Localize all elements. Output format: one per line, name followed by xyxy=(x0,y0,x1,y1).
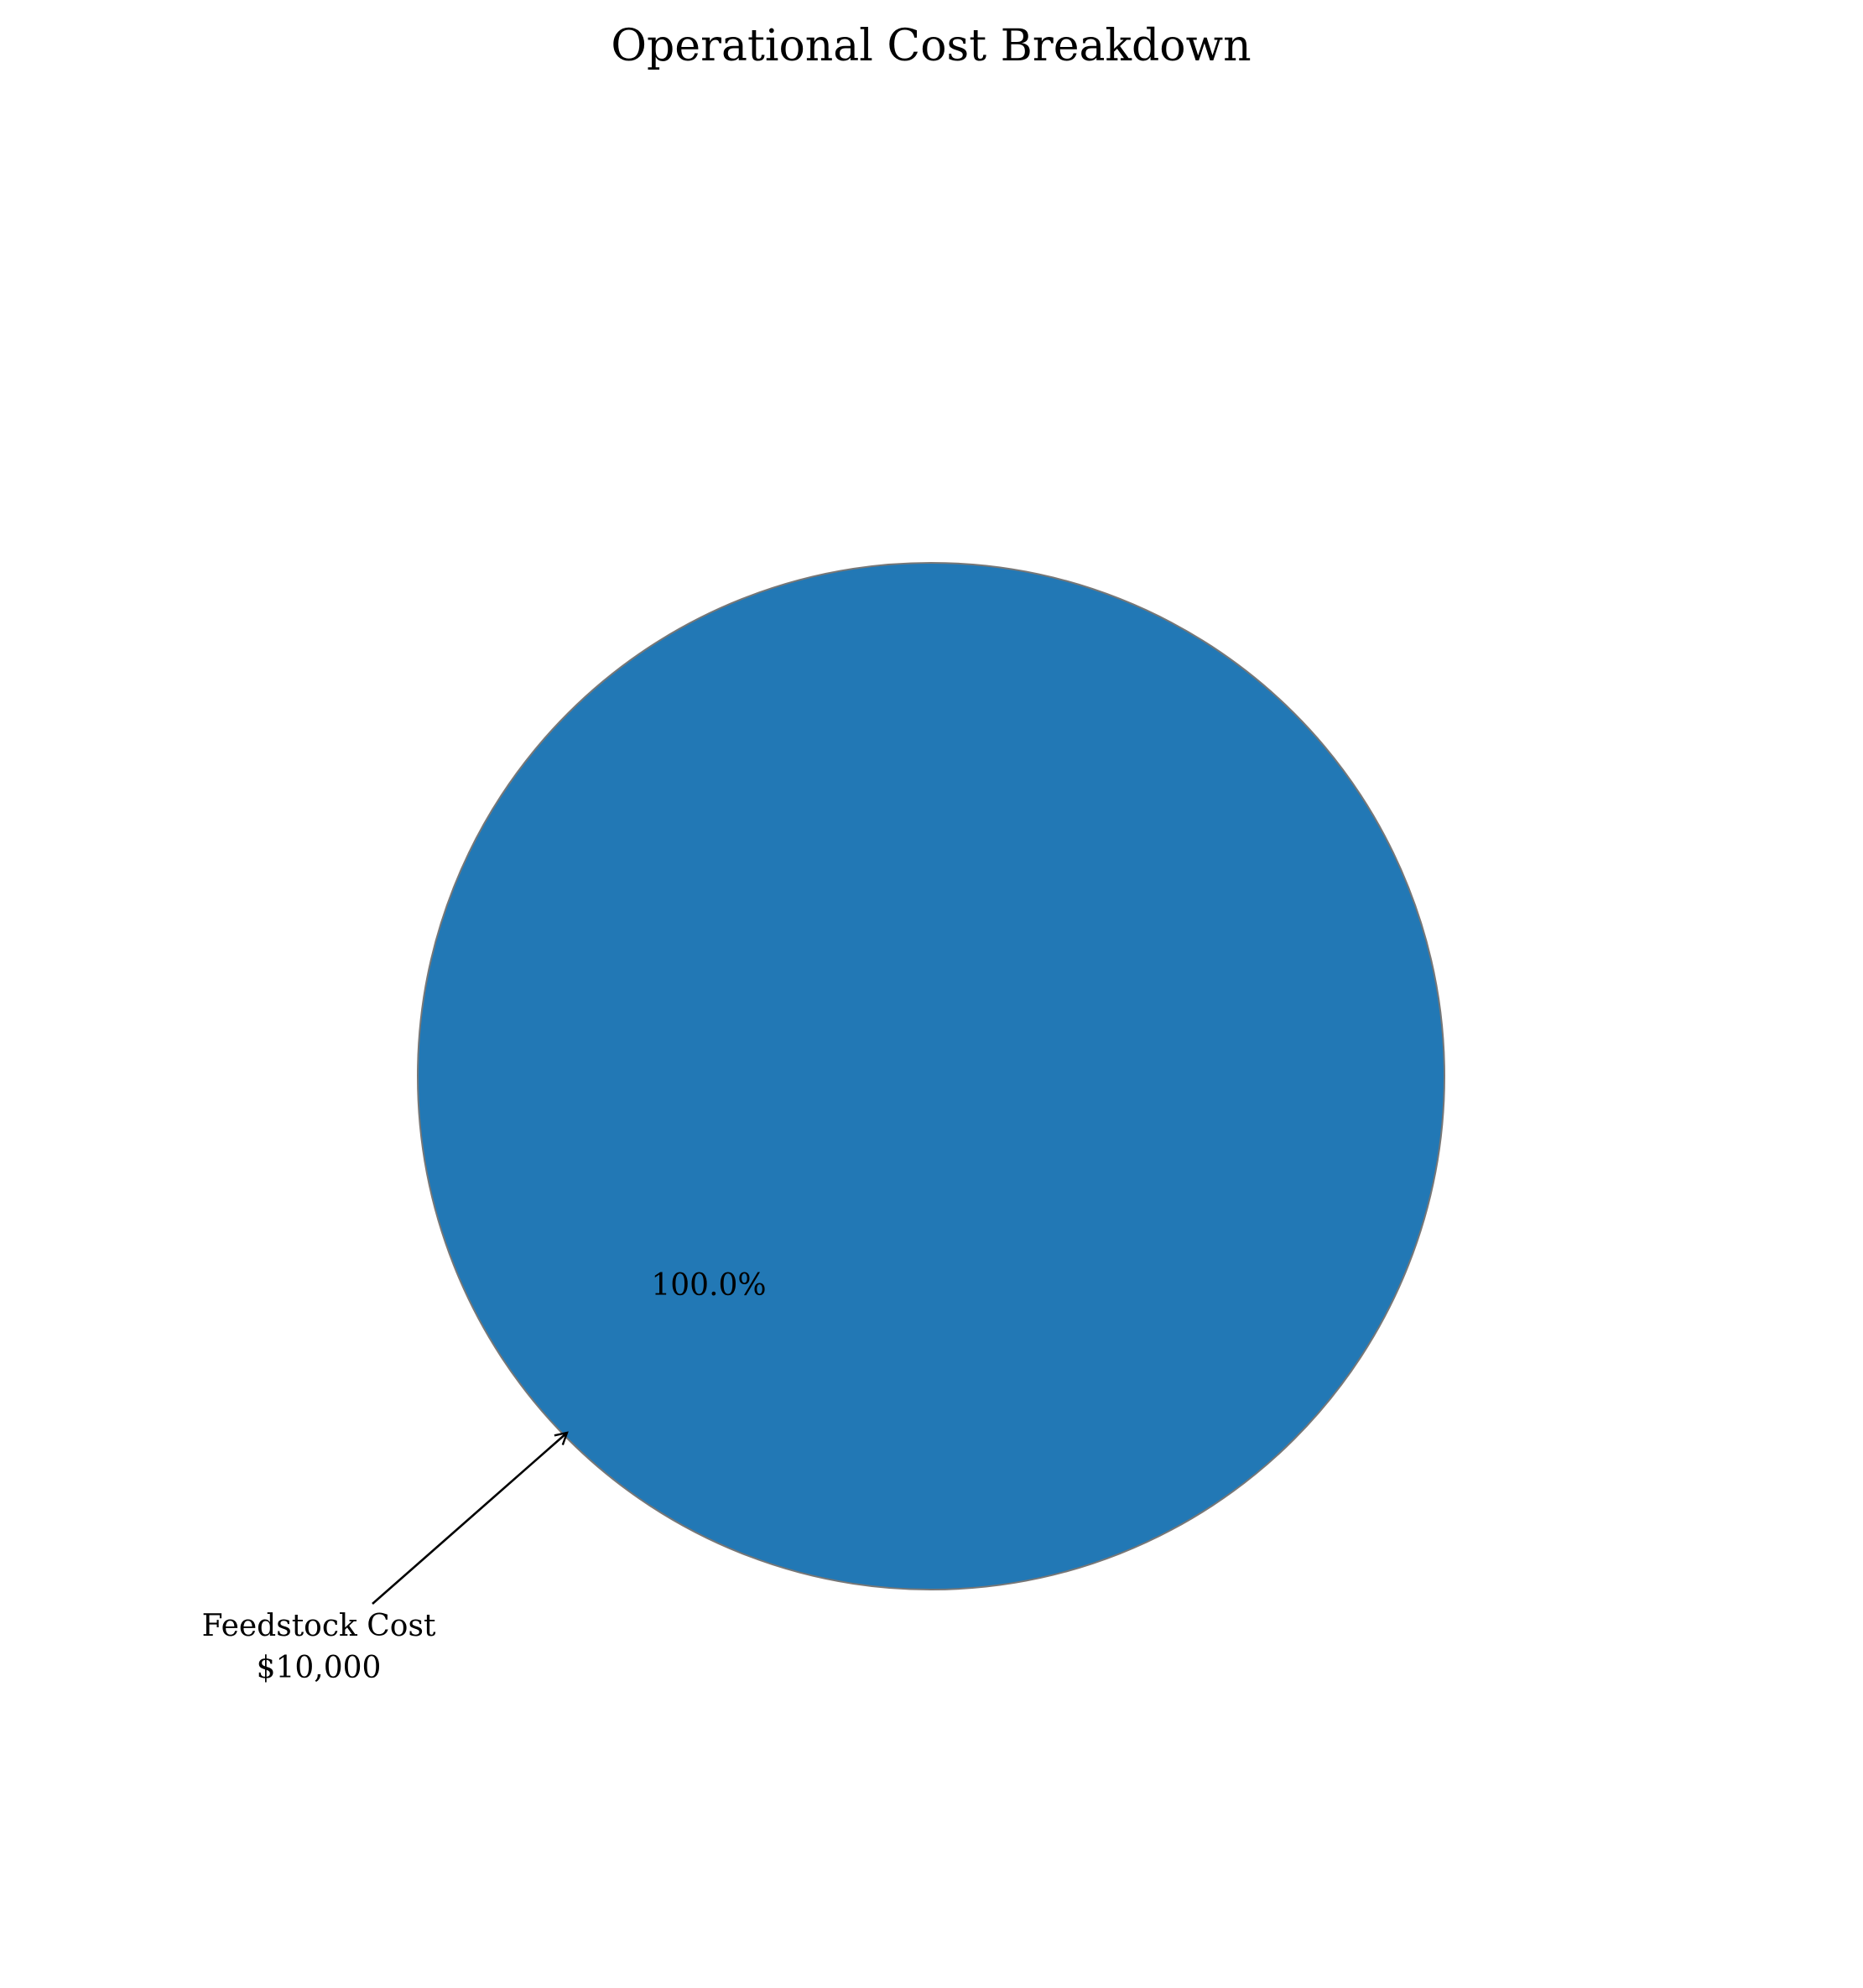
slice-percent-label: 100.0% xyxy=(651,1268,766,1303)
slice-name-label: Feedstock Cost xyxy=(202,1609,436,1643)
slice-value-label: $10,000 xyxy=(257,1651,382,1685)
chart-title: Operational Cost Breakdown xyxy=(611,21,1251,71)
pie-slice-feedstock-cost xyxy=(417,562,1445,1590)
annotation-arrow xyxy=(372,1431,569,1605)
pie-slices xyxy=(417,562,1445,1590)
